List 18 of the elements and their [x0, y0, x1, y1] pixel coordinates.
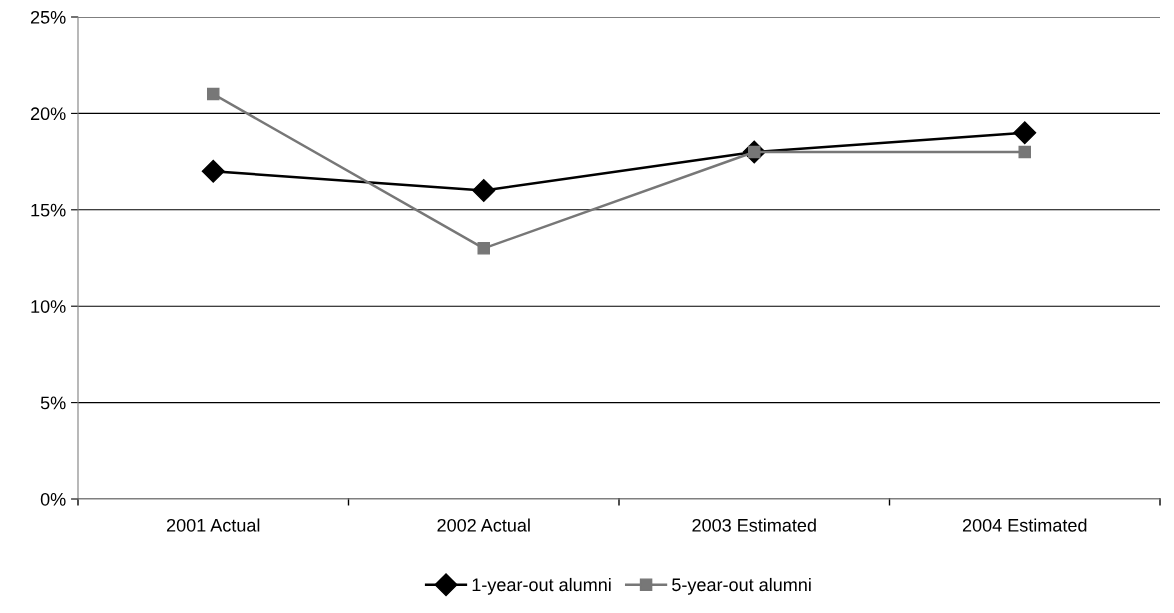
x-tick-label: 2001 Actual [166, 518, 260, 532]
y-tick-label: 0% [40, 492, 66, 506]
x-tick-label: 2004 Estimated [962, 518, 1087, 532]
y-tick-label: 20% [30, 107, 66, 121]
point [206, 87, 220, 101]
legend-label: 1-year-out alumni [472, 577, 611, 595]
y-tick-label: 25% [30, 10, 66, 24]
x-tick-label: 2003 Estimated [692, 518, 816, 532]
point [1013, 121, 1037, 145]
point [472, 179, 496, 203]
legend-label: 5-year-out alumni [672, 577, 811, 595]
y-tick-label: 15% [31, 203, 66, 217]
y-tick-label: 10% [31, 300, 66, 313]
point [477, 242, 491, 255]
point [1018, 145, 1032, 159]
x-tick-label: 2002 Actual [437, 518, 530, 532]
point [201, 159, 225, 183]
y-tick-label: 5% [40, 396, 66, 410]
